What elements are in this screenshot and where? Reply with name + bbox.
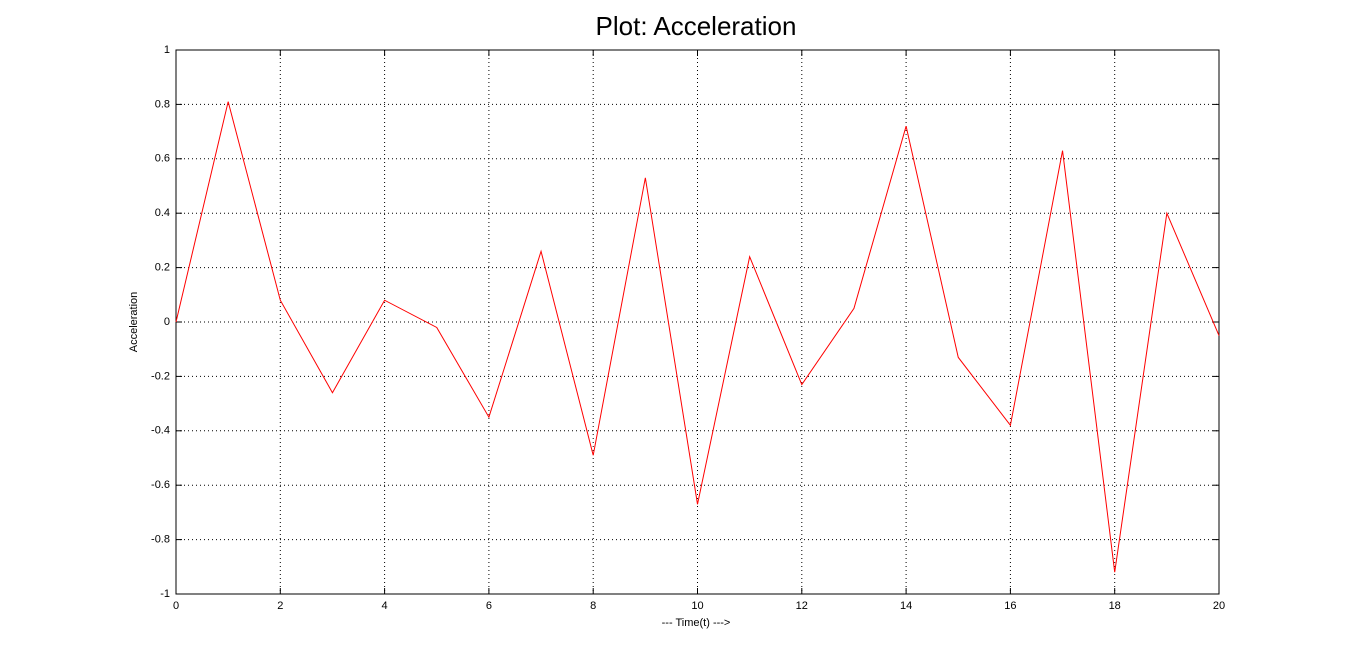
y-axis-label: Acceleration — [128, 292, 140, 353]
x-tick-label: 18 — [1109, 600, 1121, 612]
x-tick-label: 10 — [691, 600, 703, 612]
y-tick-label: -0.2 — [151, 370, 170, 382]
x-axis-label: --- Time(t) ---> — [662, 617, 731, 629]
x-tick-label: 14 — [900, 600, 912, 612]
y-tick-label: -1 — [160, 588, 170, 600]
y-tick-label: 1 — [164, 44, 170, 56]
x-tick-label: 2 — [277, 600, 283, 612]
x-tick-label: 8 — [590, 600, 596, 612]
x-tick-label: 20 — [1213, 600, 1225, 612]
y-tick-label: -0.8 — [151, 534, 170, 546]
y-tick-label: -0.4 — [151, 425, 170, 437]
y-tick-label: -0.6 — [151, 479, 170, 491]
y-tick-label: 0.2 — [155, 262, 170, 274]
data-line — [175, 101, 1220, 573]
y-tick-label: 0.6 — [155, 153, 170, 165]
y-tick-label: 0.8 — [155, 98, 170, 110]
y-tick-label: 0 — [164, 316, 170, 328]
chart-title: Plot: Acceleration — [596, 11, 797, 41]
x-tick-label: 6 — [486, 600, 492, 612]
x-tick-label: 0 — [173, 600, 179, 612]
x-tick-label: 4 — [382, 600, 388, 612]
x-tick-label: 16 — [1004, 600, 1016, 612]
x-tick-label: 12 — [796, 600, 808, 612]
y-tick-label: 0.4 — [155, 207, 170, 219]
